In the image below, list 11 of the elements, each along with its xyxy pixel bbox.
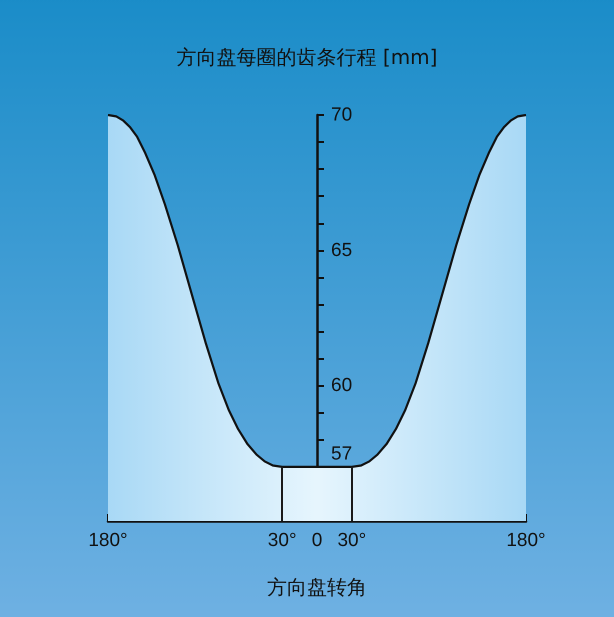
y-tick-label: 60 (331, 375, 352, 396)
x-tick-label: 30° (268, 530, 297, 551)
x-tick-label: 0 (312, 530, 322, 551)
x-axis-title: 方向盘转角 (267, 575, 367, 599)
x-tick-label: 30° (337, 530, 366, 551)
y-tick-label: 57 (331, 443, 352, 464)
x-tick-label: 180° (506, 530, 546, 551)
chart-title: 方向盘每圈的齿条行程 [mm] (176, 45, 438, 69)
y-tick-label: 65 (331, 240, 352, 261)
x-tick-label: 180° (88, 530, 128, 551)
y-tick-label: 70 (331, 104, 352, 126)
